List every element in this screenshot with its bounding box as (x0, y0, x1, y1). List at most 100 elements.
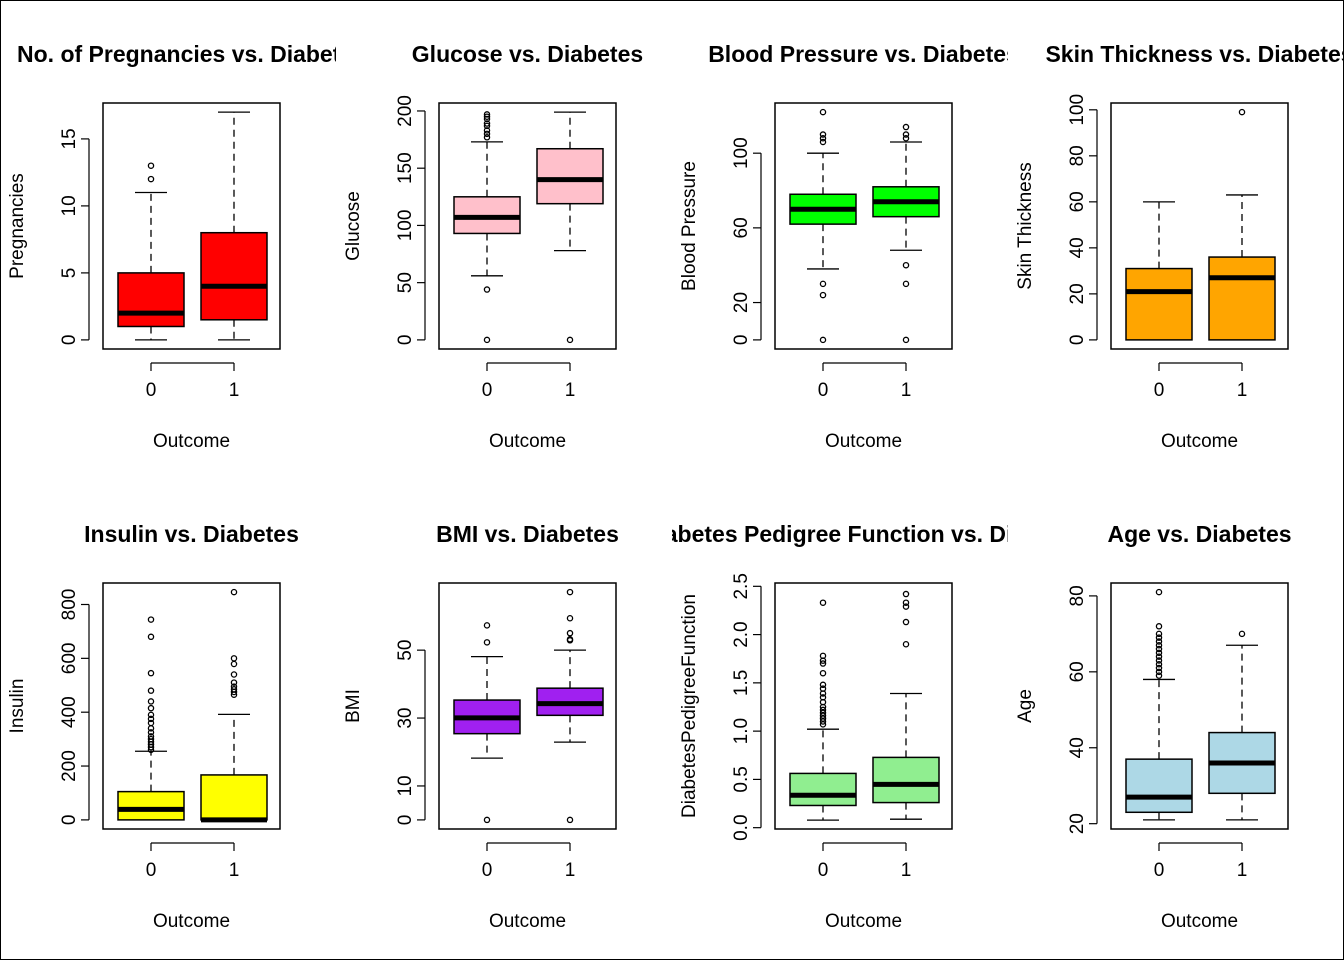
outlier-point (902, 599, 910, 606)
panel-7: 0.0 0.5 1.0 1.5 2.0 2.5 0 1 Outcome DiabetesPedig… (642, 521, 1086, 932)
outlier-point (1155, 634, 1163, 641)
iqr-box (1125, 267, 1193, 341)
outlier-point (819, 138, 827, 146)
x-axis-label: Outcome (825, 431, 902, 452)
panel-title: Age vs. Diabetes (1107, 521, 1291, 547)
outlier-point (566, 588, 574, 596)
y-tick-label: 200 (395, 95, 416, 127)
iqr-box (200, 231, 268, 321)
outlier-point (147, 162, 155, 169)
iqr-box (1208, 256, 1276, 341)
outlier-point (483, 113, 491, 120)
outlier-point (1155, 645, 1163, 653)
box-1 (1208, 108, 1276, 341)
x-axis-label: Outcome (489, 431, 566, 452)
y-axis-label: BMI (343, 689, 364, 723)
outlier-point (902, 618, 910, 626)
box-1 (536, 588, 604, 824)
outlier-point (819, 652, 827, 660)
y-tick-label: 20 (1067, 813, 1088, 834)
panel-2: 0 50 100 150 200 0 1 Outcome Glucose Glucose vs. … (343, 41, 643, 452)
y-tick-label: 100 (395, 210, 416, 242)
x-tick-label: 1 (901, 380, 912, 401)
panel-6: 0 10 30 50 0 1 Outcome BMI BMI vs. Diabetes (343, 521, 619, 932)
y-tick-label: 40 (1067, 237, 1088, 258)
outlier-point (147, 687, 155, 694)
outlier-point (819, 280, 827, 288)
outlier-point (1238, 108, 1246, 116)
outlier-point (1155, 660, 1163, 668)
outlier-point (147, 175, 155, 183)
outlier-point (819, 685, 827, 692)
x-tick-label: 0 (146, 380, 157, 401)
outlier-point (1155, 672, 1163, 679)
panel-8: 20 40 60 80 0 1 Outcome Age Age vs. Diabetes (1015, 521, 1292, 932)
x-tick-label: 1 (565, 380, 576, 401)
plot-frame (774, 102, 953, 350)
outlier-point (1238, 630, 1246, 638)
box-1 (536, 111, 604, 344)
outlier-point (230, 679, 238, 686)
y-tick-label: 80 (1067, 145, 1088, 166)
x-tick-label: 1 (229, 860, 240, 881)
outlier-point (230, 660, 238, 668)
plot-frame (438, 582, 617, 830)
y-tick-label: 50 (395, 272, 416, 293)
panel-title: Insulin vs. Diabetes (84, 521, 299, 547)
box-0 (789, 108, 857, 344)
y-tick-label: 10 (59, 195, 80, 216)
x-axis-label: Outcome (1161, 911, 1238, 932)
x-tick-label: 0 (482, 380, 493, 401)
y-tick-label: 100 (731, 137, 752, 169)
y-tick-label: 100 (1067, 94, 1088, 126)
x-tick-label: 1 (229, 380, 240, 401)
outlier-point (819, 134, 827, 142)
outlier-point (902, 131, 910, 138)
y-axis-label: Insulin (7, 679, 28, 734)
y-axis-label: DiabetesPedigreeFunction (679, 594, 700, 818)
outlier-point (230, 683, 238, 690)
x-tick-label: 0 (482, 860, 493, 881)
x-axis-label: Outcome (153, 431, 230, 452)
panel-3: 0 20 60 100 0 1 Outcome Blood Pressure Blood Pre… (679, 41, 1019, 452)
outlier-point (483, 816, 491, 824)
y-tick-label: 400 (59, 696, 80, 728)
x-tick-label: 0 (1154, 380, 1165, 401)
outlier-point (902, 590, 910, 598)
panel-4: 0 20 40 60 80 100 0 1 Outcome Skin Thickness Skin … (1015, 41, 1344, 452)
box-1 (200, 111, 268, 341)
panel-title: Diabetes Pedigree Function vs. Diabetes (642, 521, 1086, 547)
y-axis-label: Blood Pressure (679, 161, 700, 291)
y-tick-label: 0.5 (731, 766, 752, 792)
y-tick-label: 20 (731, 292, 752, 313)
outlier-point (1155, 638, 1163, 645)
outlier-point (147, 733, 155, 740)
box-0 (117, 162, 185, 341)
y-tick-label: 5 (59, 268, 80, 279)
plot-frame (1110, 582, 1289, 830)
outlier-point (147, 616, 155, 623)
y-tick-label: 20 (1067, 283, 1088, 304)
x-axis-label: Outcome (153, 911, 230, 932)
y-tick-label: 60 (1067, 191, 1088, 212)
x-tick-label: 0 (1154, 860, 1165, 881)
outlier-point (1155, 630, 1163, 638)
y-axis-label: Age (1015, 689, 1036, 723)
outlier-point (147, 711, 155, 719)
y-tick-label: 0 (1067, 335, 1088, 346)
plot-frame (1110, 102, 1289, 350)
outlier-point (819, 694, 827, 701)
y-tick-label: 50 (395, 640, 416, 661)
x-tick-label: 1 (901, 860, 912, 881)
outlier-point (1155, 642, 1163, 649)
outlier-point (230, 671, 238, 678)
plot-frame (774, 582, 953, 830)
outlier-point (230, 655, 238, 662)
y-tick-label: 1.0 (731, 718, 752, 744)
box-0 (1125, 201, 1193, 341)
outlier-point (483, 130, 491, 138)
outlier-point (230, 686, 238, 693)
x-axis-label: Outcome (825, 911, 902, 932)
panel-title: Blood Pressure vs. Diabetes (708, 41, 1019, 67)
